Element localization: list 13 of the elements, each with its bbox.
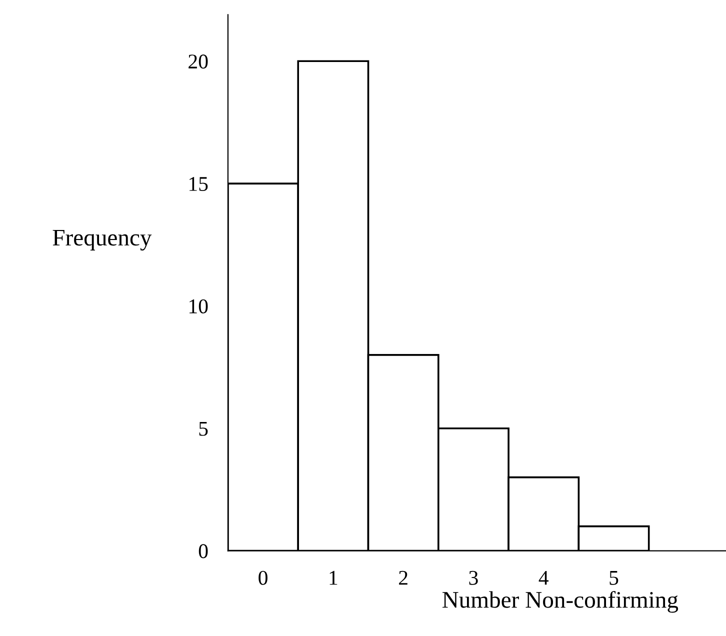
y-axis-title: Frequency <box>52 230 152 251</box>
x-tick-label: 0 <box>258 570 268 585</box>
y-tick-label: 0 <box>198 544 208 558</box>
x-tick-label: 5 <box>610 571 618 585</box>
x-tick-label: 1 <box>330 570 338 585</box>
y-tick-label: 5 <box>199 422 208 436</box>
x-tick-label: 4 <box>538 570 549 585</box>
y-tick-label: 15 <box>190 177 208 191</box>
x-tick-label: 2 <box>399 570 408 585</box>
y-tick-label: 20 <box>188 54 208 69</box>
x-axis-title: Number Non-confirming <box>442 590 678 613</box>
x-tick-label: 3 <box>469 570 478 585</box>
y-tick-label: 10 <box>190 299 208 314</box>
